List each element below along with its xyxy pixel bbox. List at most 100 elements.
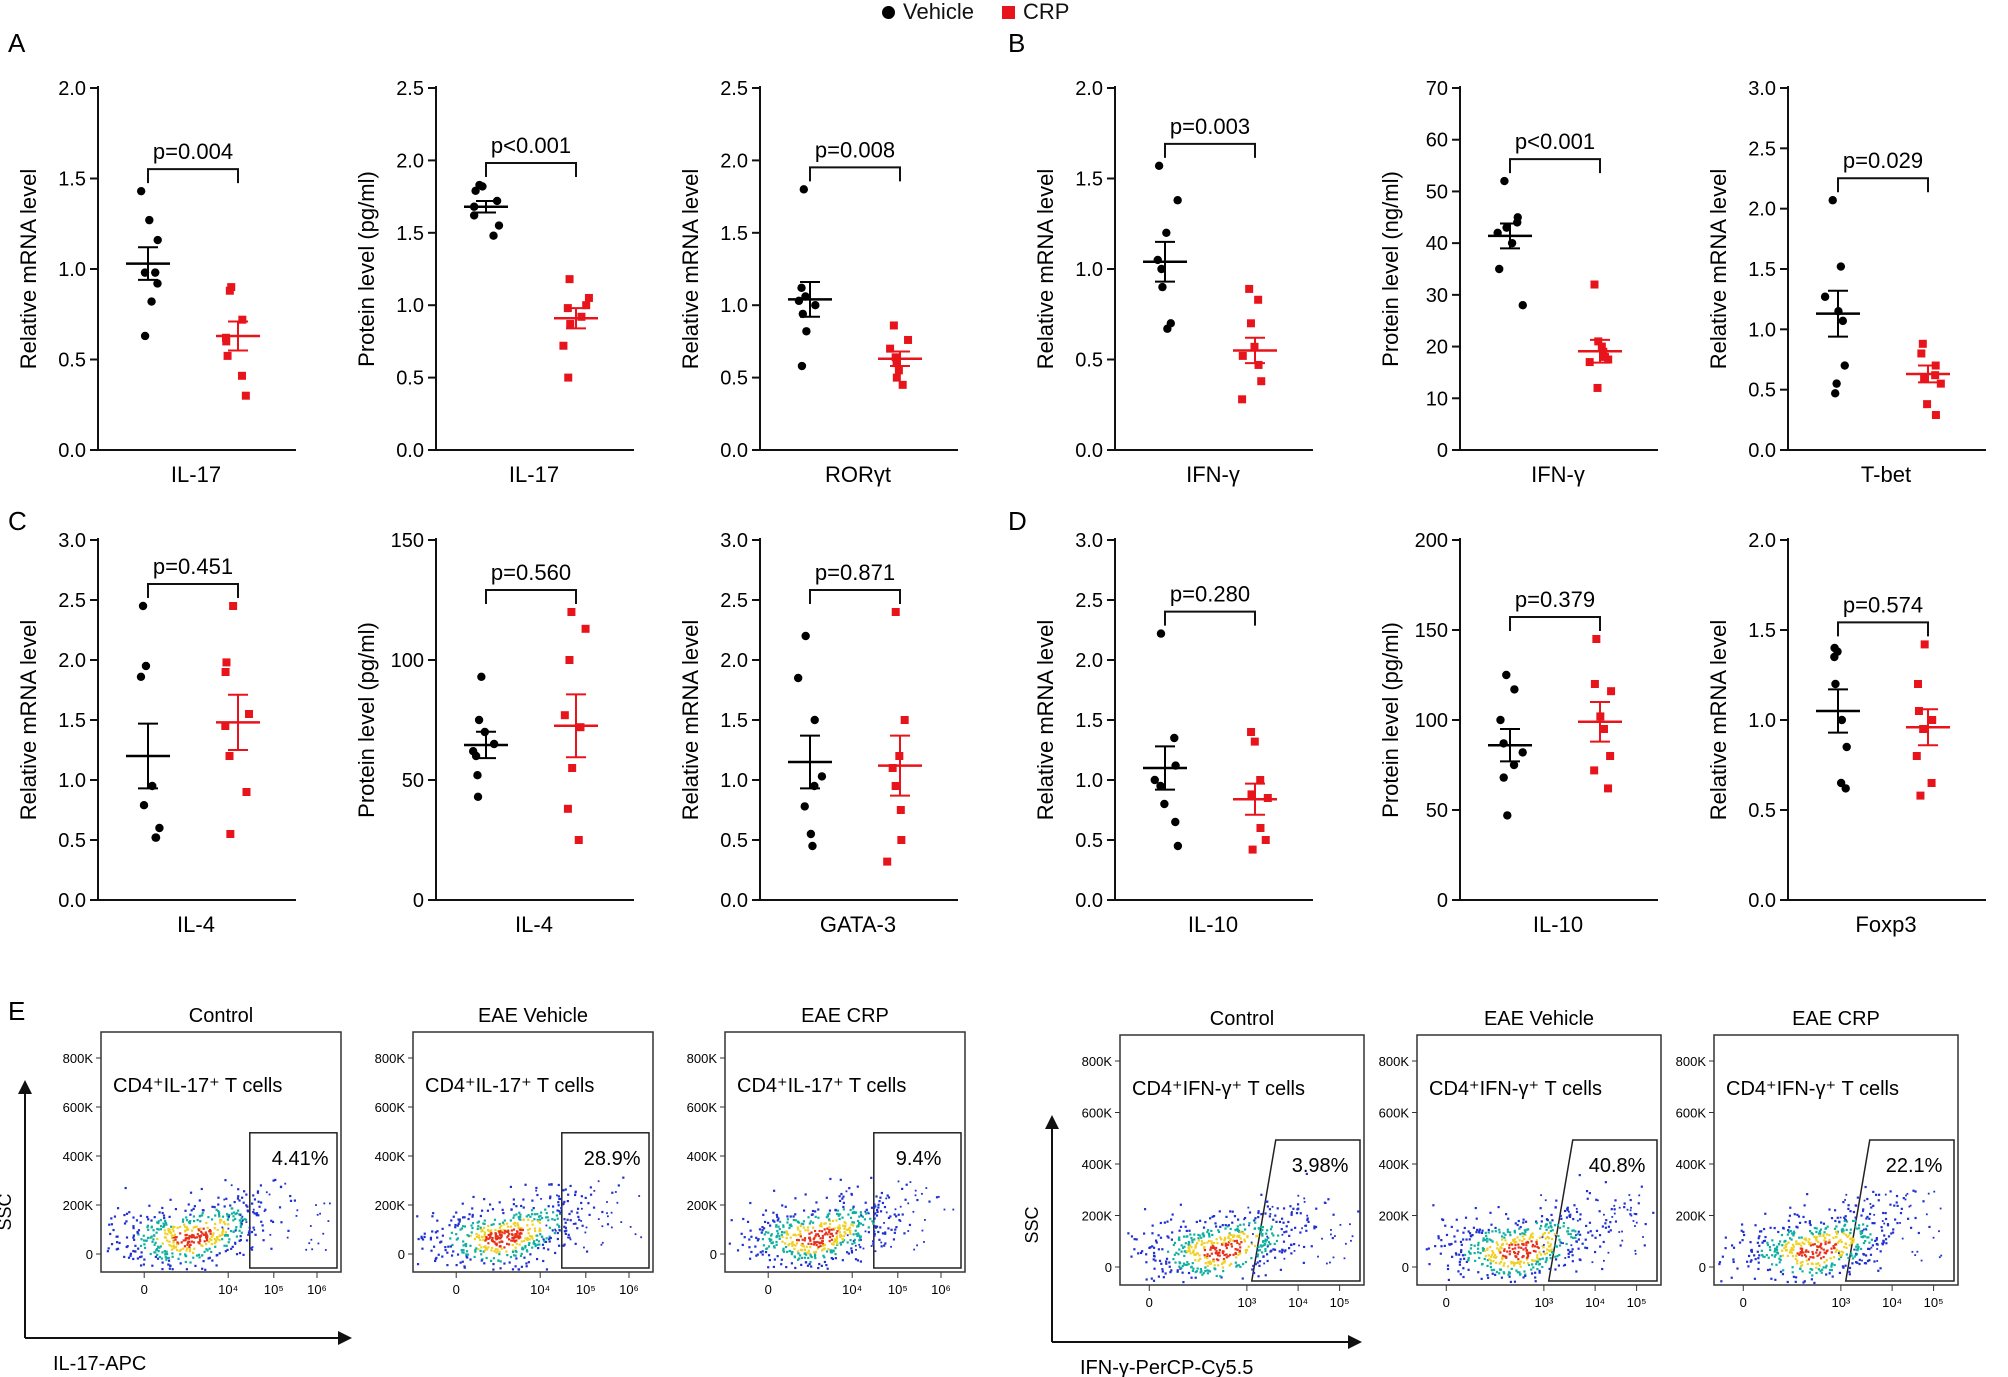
density-point [1619, 1244, 1622, 1247]
density-point [493, 1218, 497, 1221]
density-point [1875, 1238, 1878, 1241]
density-point [1274, 1214, 1277, 1217]
density-point [923, 1241, 925, 1243]
density-point [215, 1264, 218, 1267]
density-point [262, 1239, 265, 1242]
density-point [776, 1215, 779, 1219]
density-point [164, 1236, 167, 1239]
density-point [186, 1243, 189, 1247]
density-point [1775, 1263, 1778, 1266]
density-point [610, 1211, 613, 1214]
y-tick-label: 3.0 [720, 530, 748, 552]
density-point [1194, 1253, 1197, 1256]
density-point [194, 1236, 197, 1239]
density-point [1824, 1240, 1827, 1243]
density-point [250, 1248, 254, 1251]
density-point [1467, 1257, 1470, 1260]
density-point [132, 1249, 135, 1253]
density-point [137, 1247, 140, 1250]
density-point [782, 1249, 785, 1252]
density-point [1877, 1193, 1881, 1196]
density-point [1749, 1241, 1752, 1244]
density-point [1519, 1260, 1523, 1263]
density-point [147, 1218, 150, 1221]
density-point [1451, 1255, 1454, 1258]
density-point [803, 1252, 807, 1255]
density-point [728, 1242, 731, 1245]
density-point [156, 1221, 159, 1224]
density-point [1635, 1221, 1638, 1224]
density-point [1253, 1219, 1256, 1222]
density-point [463, 1225, 467, 1228]
density-point [1303, 1197, 1306, 1200]
density-point [1234, 1229, 1237, 1232]
density-point [1505, 1213, 1508, 1216]
density-point [1494, 1261, 1498, 1265]
density-point [782, 1224, 785, 1227]
density-point [813, 1255, 817, 1258]
density-point [1849, 1237, 1852, 1241]
density-point [821, 1249, 824, 1252]
density-point [1215, 1238, 1218, 1241]
density-point [531, 1199, 534, 1202]
density-point [1247, 1245, 1250, 1248]
density-point [881, 1201, 885, 1205]
density-point [925, 1187, 928, 1189]
density-point [534, 1229, 537, 1233]
density-point [1800, 1247, 1803, 1250]
density-point [224, 1179, 227, 1182]
density-point [1779, 1258, 1782, 1262]
density-point [517, 1237, 520, 1240]
density-point [1818, 1230, 1821, 1233]
density-point [476, 1227, 479, 1231]
density-point [809, 1238, 812, 1241]
density-point [1868, 1259, 1871, 1262]
crp-point [1590, 680, 1599, 688]
density-point [279, 1185, 283, 1189]
density-point [1599, 1245, 1602, 1248]
density-point [207, 1257, 210, 1260]
density-point [773, 1245, 776, 1248]
density-point [792, 1218, 795, 1222]
density-point [1554, 1244, 1557, 1247]
density-point [796, 1226, 799, 1229]
vehicle-point [1162, 228, 1171, 237]
density-point [1887, 1235, 1891, 1238]
density-point [517, 1216, 520, 1219]
density-point [201, 1267, 204, 1270]
density-point [238, 1213, 241, 1216]
crp-point [891, 353, 900, 362]
density-point [545, 1268, 549, 1271]
density-point [1596, 1199, 1599, 1202]
density-point [1545, 1256, 1548, 1260]
density-point [773, 1189, 776, 1192]
density-point [837, 1214, 840, 1217]
density-point [767, 1254, 771, 1257]
density-point [544, 1208, 547, 1211]
density-point [218, 1215, 221, 1218]
density-point [192, 1207, 195, 1211]
density-point [1775, 1248, 1779, 1251]
density-point [1766, 1268, 1770, 1272]
density-point [1576, 1233, 1579, 1236]
y-tick-label: 0 [413, 890, 424, 912]
density-point [1486, 1259, 1489, 1262]
density-point [1560, 1242, 1563, 1244]
density-point [1826, 1249, 1829, 1252]
y-tick-label: 1.0 [58, 770, 86, 792]
density-point [821, 1237, 824, 1240]
crp-point [1247, 790, 1256, 799]
density-point [1753, 1277, 1756, 1280]
density-point [232, 1230, 235, 1233]
density-point [1301, 1227, 1303, 1230]
density-point [1845, 1246, 1848, 1249]
density-point [1799, 1261, 1802, 1264]
density-point [1480, 1263, 1484, 1266]
density-point [1804, 1220, 1807, 1224]
density-point [238, 1239, 241, 1242]
density-point [1253, 1227, 1257, 1230]
density-point [164, 1256, 167, 1259]
vehicle-point [1163, 324, 1172, 333]
